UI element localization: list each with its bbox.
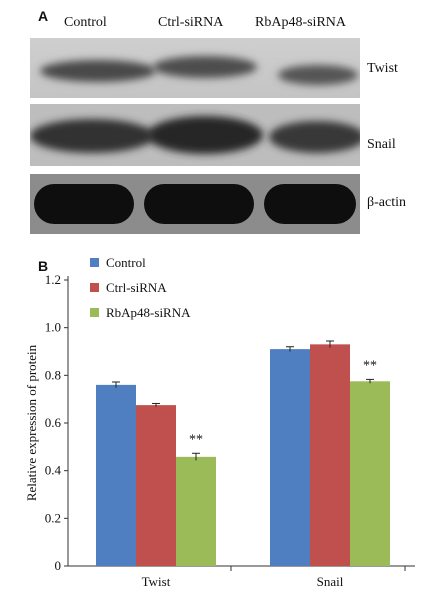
significance-marker: ** <box>189 432 203 447</box>
blot-row-label-twist: Twist <box>367 61 398 76</box>
blot-band <box>30 119 154 153</box>
legend-label: RbAp48-siRNA <box>106 305 191 320</box>
bar <box>270 349 310 566</box>
y-tick-label: 0 <box>55 558 62 573</box>
legend-label: Control <box>106 255 146 270</box>
x-tick-label: Twist <box>142 574 171 589</box>
blot-strip-twist <box>30 38 360 98</box>
y-tick-label: 0.8 <box>45 367 61 382</box>
y-tick-label: 0.4 <box>45 463 62 478</box>
y-tick-label: 0.6 <box>45 415 62 430</box>
blot-band <box>147 116 263 154</box>
blot-column-rbap48-sirna: RbAp48-siRNA <box>255 15 347 30</box>
blot-band <box>144 184 254 224</box>
bar <box>350 381 390 566</box>
blot-band <box>278 65 358 85</box>
blot-band <box>34 184 134 224</box>
legend-label: Ctrl-siRNA <box>106 280 167 295</box>
panel-a-letter: A <box>38 8 49 24</box>
y-tick-label: 1.0 <box>45 320 61 335</box>
blot-band <box>264 184 356 224</box>
blot-band <box>153 56 257 78</box>
blot-strip-beta-actin <box>30 174 360 234</box>
bar <box>176 456 216 566</box>
legend-swatch <box>90 283 99 292</box>
blot-column-control: Control <box>64 15 107 30</box>
y-axis-label: Relative expression of protein <box>24 344 39 501</box>
chart-bars: ** ** <box>96 340 390 566</box>
legend-swatch <box>90 258 99 267</box>
blot-strip-snail <box>30 104 360 166</box>
chart-legend: Control Ctrl-siRNA RbAp48-siRNA <box>90 255 191 320</box>
y-tick-label: 0.2 <box>45 510 61 525</box>
x-tick-label: Snail <box>317 574 344 589</box>
bar <box>96 384 136 566</box>
bar <box>136 405 176 566</box>
panel-b-letter: B <box>38 258 49 274</box>
blot-column-ctrl-sirna: Ctrl-siRNA <box>158 15 224 30</box>
blot-row-label-snail: Snail <box>367 137 396 152</box>
legend-swatch <box>90 308 99 317</box>
blot-band <box>40 60 156 82</box>
blot-row-label-beta-actin: β-actin <box>367 195 406 210</box>
bar <box>310 344 350 566</box>
blot-band <box>269 121 360 153</box>
y-tick-label: 1.2 <box>45 272 61 287</box>
significance-marker: ** <box>363 358 377 373</box>
